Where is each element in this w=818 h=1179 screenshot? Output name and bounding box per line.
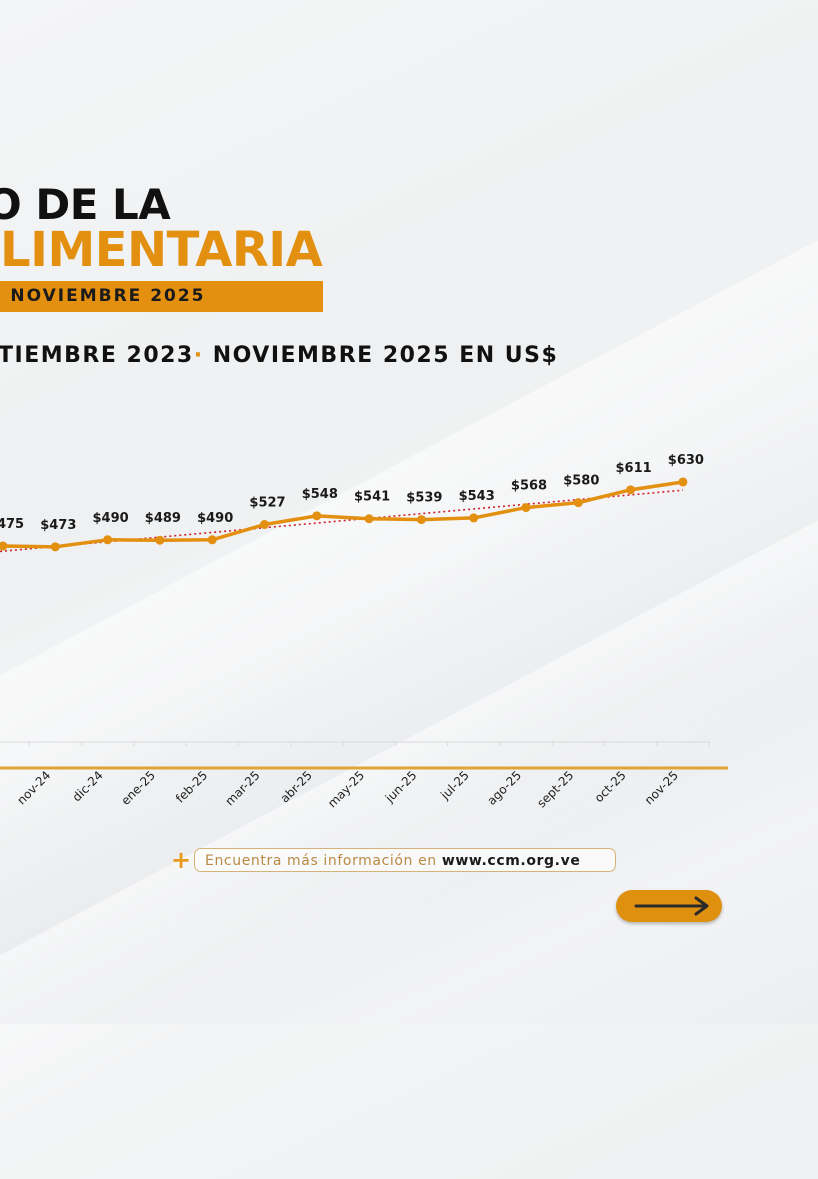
data-label: $543 xyxy=(459,489,495,504)
chart-subtitle: TIEMBRE 2023· NOVIEMBRE 2025 EN US$ xyxy=(0,343,558,368)
x-tick-label: jun-25 xyxy=(382,768,420,806)
data-label: $539 xyxy=(406,491,442,506)
info-link[interactable]: Encuentra más información en www.ccm.org… xyxy=(194,848,616,872)
data-label: $490 xyxy=(93,511,129,526)
data-label: $527 xyxy=(249,496,285,511)
data-label: $490 xyxy=(197,511,233,526)
x-tick-label: oct-25 xyxy=(592,768,629,805)
x-tick-label: ago-25 xyxy=(484,768,524,808)
data-label: $473 xyxy=(40,518,76,533)
data-label: $568 xyxy=(511,479,547,494)
x-tick-label: dic-24 xyxy=(70,768,106,804)
info-url[interactable]: www.ccm.org.ve xyxy=(441,853,581,869)
title-line-2: LIMENTARIA xyxy=(0,222,323,278)
data-label: $630 xyxy=(668,453,704,468)
data-point xyxy=(469,513,479,523)
data-point xyxy=(573,498,583,508)
series-line xyxy=(2,480,684,549)
x-tick-label: may-25 xyxy=(325,768,367,810)
data-point xyxy=(103,535,113,545)
data-point xyxy=(364,514,374,524)
x-tick-label: jul-25 xyxy=(437,768,472,803)
data-label: $475 xyxy=(0,517,24,532)
data-label: $548 xyxy=(302,487,338,502)
data-point xyxy=(416,515,426,525)
data-point xyxy=(521,503,531,513)
data-label: $489 xyxy=(145,511,181,526)
data-label: $541 xyxy=(354,490,390,505)
data-point xyxy=(0,541,8,551)
data-point xyxy=(207,535,217,545)
x-tick-label: nov-25 xyxy=(642,768,681,807)
data-point xyxy=(678,477,688,487)
x-tick-label: oct-24 xyxy=(0,768,1,805)
x-tick-label: sept-25 xyxy=(534,768,576,810)
trendline xyxy=(0,489,683,553)
data-label: $611 xyxy=(616,461,652,476)
subtitle-end: NOVIEMBRE 2025 EN US$ xyxy=(203,343,559,368)
line-chart: $475 oct-24 $473 nov-24 $490 dic-24 $489 ene-25… xyxy=(0,453,728,810)
date-banner-text: · NOVIEMBRE 2025 xyxy=(0,286,206,306)
arrow-right-icon xyxy=(634,896,709,916)
data-point xyxy=(312,511,322,521)
subtitle-start: TIEMBRE 2023 xyxy=(0,343,194,368)
x-tick-label: ene-25 xyxy=(118,768,158,808)
data-label: $580 xyxy=(563,474,599,489)
x-tick-label: mar-25 xyxy=(222,768,262,808)
title-line-1: O DE LA xyxy=(0,180,171,229)
x-tick-label: abr-25 xyxy=(278,768,315,805)
x-tick-label: feb-25 xyxy=(173,768,210,805)
plus-icon: + xyxy=(171,846,192,874)
info-text: Encuentra más información en xyxy=(205,853,442,869)
data-point xyxy=(260,520,269,530)
data-point xyxy=(155,535,165,545)
data-point xyxy=(50,542,60,552)
next-button[interactable] xyxy=(616,890,722,922)
x-tick-label: nov-24 xyxy=(14,768,53,807)
subtitle-separator: · xyxy=(193,343,204,368)
date-banner: · NOVIEMBRE 2025 xyxy=(0,281,323,312)
data-point xyxy=(626,485,636,495)
